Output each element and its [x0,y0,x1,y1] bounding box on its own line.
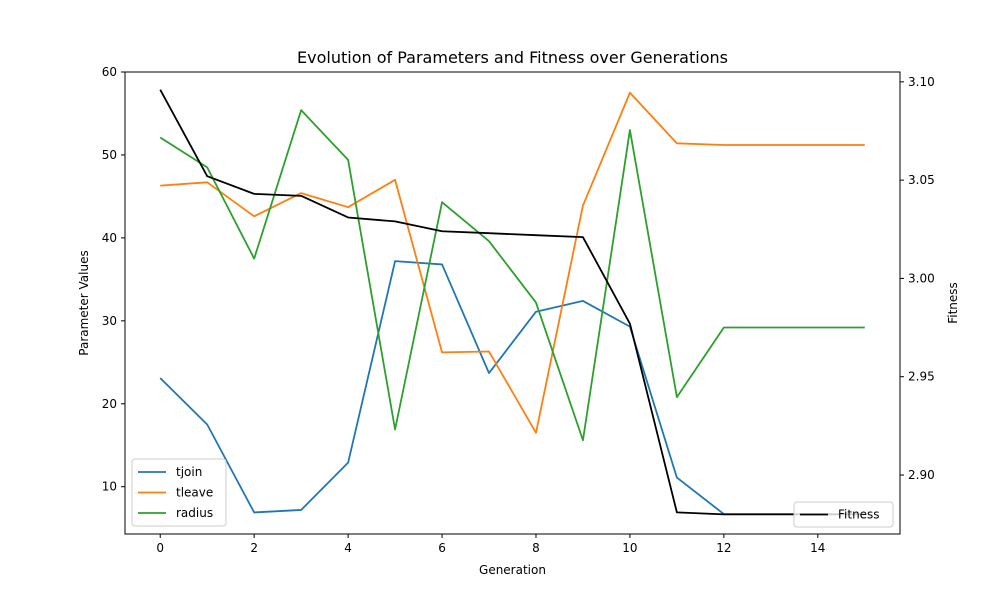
legend-right: Fitness [793,501,894,528]
x-tick-label: 4 [344,541,352,555]
legend-label-radius: radius [176,506,213,520]
chart-title: Evolution of Parameters and Fitness over… [297,48,728,67]
left-y-axis-ticks: 10 20 30 40 50 60 [102,65,125,494]
left-y-tick-label: 20 [102,397,117,411]
x-axis-ticks: 0 2 4 6 8 10 12 14 [156,534,825,555]
left-y-tick-label: 40 [102,231,117,245]
series-layer [159,89,865,516]
plot-frame [124,71,901,535]
left-y-axis-label: Parameter Values [77,250,91,355]
left-y-tick-label: 60 [102,65,117,79]
right-y-tick-label: 3.10 [908,75,935,89]
x-tick-label: 12 [716,541,731,555]
right-y-tick-label: 3.00 [908,271,935,285]
series-line-tleave [160,91,865,434]
right-y-tick-label: 3.05 [908,173,935,187]
right-y-axis-label: Fitness [946,282,960,324]
legend-label-tleave: tleave [176,486,213,500]
x-tick-label: 8 [532,541,540,555]
x-tick-label: 6 [438,541,446,555]
left-y-tick-label: 50 [102,148,117,162]
right-y-tick-label: 2.90 [908,468,935,482]
x-tick-label: 2 [250,541,258,555]
series-line-radius [159,109,865,442]
x-tick-label: 14 [810,541,825,555]
left-y-tick-label: 10 [102,480,117,494]
right-y-axis-ticks: 2.90 2.95 3.00 3.05 3.10 [900,75,935,482]
legend-left: tjoin tleave radius [131,458,227,527]
x-tick-label: 0 [156,541,164,555]
right-y-tick-label: 2.95 [908,370,935,384]
left-y-tick-label: 30 [102,314,117,328]
series-line-fitness [159,89,865,516]
x-axis-label: Generation [479,563,546,577]
x-tick-label: 10 [622,541,637,555]
legend-left-box [131,458,227,527]
legend-right-box [793,501,894,528]
legend-label-fitness: Fitness [838,508,880,522]
legend-label-tjoin: tjoin [176,465,202,479]
